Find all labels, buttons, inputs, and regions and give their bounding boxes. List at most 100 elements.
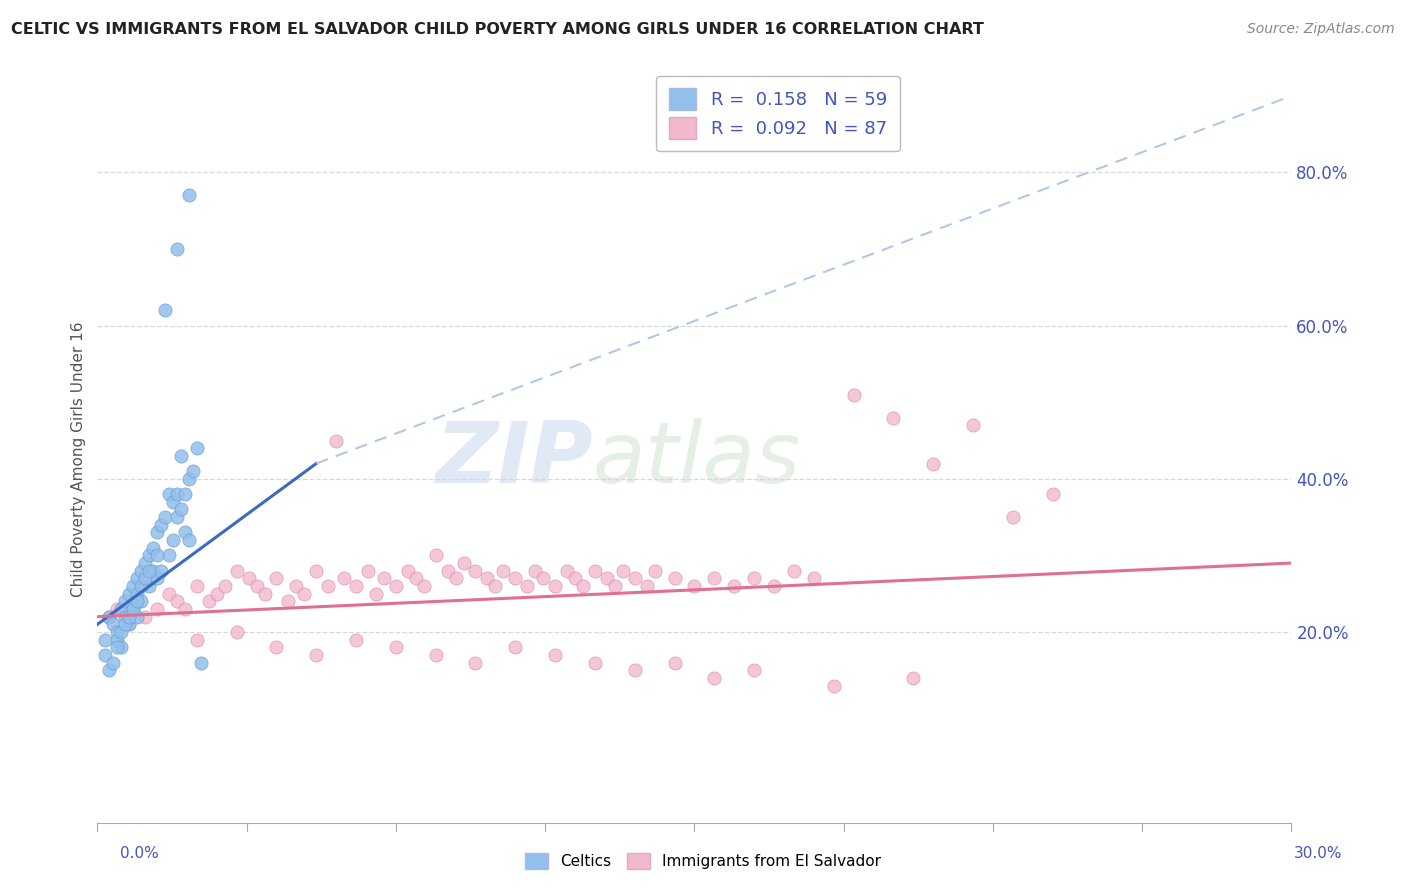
Point xyxy=(266,640,288,655)
Point xyxy=(190,656,212,670)
Point xyxy=(127,594,149,608)
Point xyxy=(134,609,156,624)
Point xyxy=(153,510,176,524)
Point xyxy=(453,556,475,570)
Point xyxy=(157,549,180,563)
Point xyxy=(174,487,197,501)
Point xyxy=(127,587,149,601)
Point xyxy=(114,617,136,632)
Point xyxy=(129,594,152,608)
Point xyxy=(277,594,299,608)
Point xyxy=(644,564,666,578)
Point xyxy=(162,495,184,509)
Legend: R =  0.158   N = 59, R =  0.092   N = 87: R = 0.158 N = 59, R = 0.092 N = 87 xyxy=(657,76,900,152)
Point xyxy=(484,579,506,593)
Point xyxy=(664,656,686,670)
Point xyxy=(127,594,149,608)
Point xyxy=(122,602,145,616)
Point xyxy=(186,632,208,647)
Point xyxy=(138,564,160,578)
Legend: Celtics, Immigrants from El Salvador: Celtics, Immigrants from El Salvador xyxy=(519,847,887,875)
Point xyxy=(157,587,180,601)
Point xyxy=(596,571,619,585)
Point xyxy=(127,571,149,585)
Point xyxy=(333,571,356,585)
Point xyxy=(344,579,367,593)
Point xyxy=(405,571,427,585)
Point xyxy=(214,579,236,593)
Point xyxy=(105,602,128,616)
Point xyxy=(544,648,567,662)
Point xyxy=(531,571,554,585)
Point xyxy=(181,464,204,478)
Point xyxy=(105,625,128,640)
Point xyxy=(170,449,193,463)
Point xyxy=(425,648,447,662)
Point xyxy=(129,579,152,593)
Point xyxy=(166,510,188,524)
Point xyxy=(305,648,328,662)
Y-axis label: Child Poverty Among Girls Under 16: Child Poverty Among Girls Under 16 xyxy=(72,322,86,598)
Point xyxy=(238,571,260,585)
Point xyxy=(118,617,141,632)
Point xyxy=(138,579,160,593)
Point xyxy=(186,579,208,593)
Text: CELTIC VS IMMIGRANTS FROM EL SALVADOR CHILD POVERTY AMONG GIRLS UNDER 16 CORRELA: CELTIC VS IMMIGRANTS FROM EL SALVADOR CH… xyxy=(11,22,984,37)
Point xyxy=(94,632,117,647)
Point xyxy=(516,579,538,593)
Point xyxy=(118,609,141,624)
Point xyxy=(492,564,515,578)
Point xyxy=(166,487,188,501)
Point xyxy=(703,571,725,585)
Point xyxy=(122,602,145,616)
Point xyxy=(98,609,121,624)
Point xyxy=(842,387,865,401)
Point xyxy=(373,571,395,585)
Point xyxy=(170,502,193,516)
Point xyxy=(742,571,765,585)
Point xyxy=(110,625,132,640)
Point xyxy=(425,549,447,563)
Point xyxy=(177,533,200,547)
Point xyxy=(103,656,125,670)
Point xyxy=(612,564,634,578)
Point xyxy=(742,663,765,677)
Point xyxy=(503,640,526,655)
Point xyxy=(105,640,128,655)
Point xyxy=(118,587,141,601)
Text: 0.0%: 0.0% xyxy=(120,847,159,861)
Point xyxy=(98,609,121,624)
Point xyxy=(122,579,145,593)
Point xyxy=(412,579,434,593)
Point xyxy=(664,571,686,585)
Point xyxy=(114,594,136,608)
Point xyxy=(166,594,188,608)
Point xyxy=(162,533,184,547)
Point xyxy=(114,609,136,624)
Point xyxy=(134,556,156,570)
Point xyxy=(150,564,173,578)
Point xyxy=(150,517,173,532)
Point xyxy=(153,303,176,318)
Point xyxy=(385,640,408,655)
Point xyxy=(146,571,169,585)
Point xyxy=(803,571,825,585)
Point xyxy=(344,632,367,647)
Point xyxy=(174,525,197,540)
Point xyxy=(98,663,121,677)
Point xyxy=(583,564,606,578)
Text: atlas: atlas xyxy=(593,418,801,501)
Point xyxy=(103,617,125,632)
Text: 30.0%: 30.0% xyxy=(1295,847,1343,861)
Point xyxy=(205,587,228,601)
Point xyxy=(146,549,169,563)
Point xyxy=(436,564,458,578)
Point xyxy=(316,579,339,593)
Point xyxy=(962,418,984,433)
Point xyxy=(464,564,486,578)
Point xyxy=(524,564,547,578)
Point xyxy=(623,571,645,585)
Point xyxy=(583,656,606,670)
Text: ZIP: ZIP xyxy=(436,418,593,501)
Point xyxy=(477,571,499,585)
